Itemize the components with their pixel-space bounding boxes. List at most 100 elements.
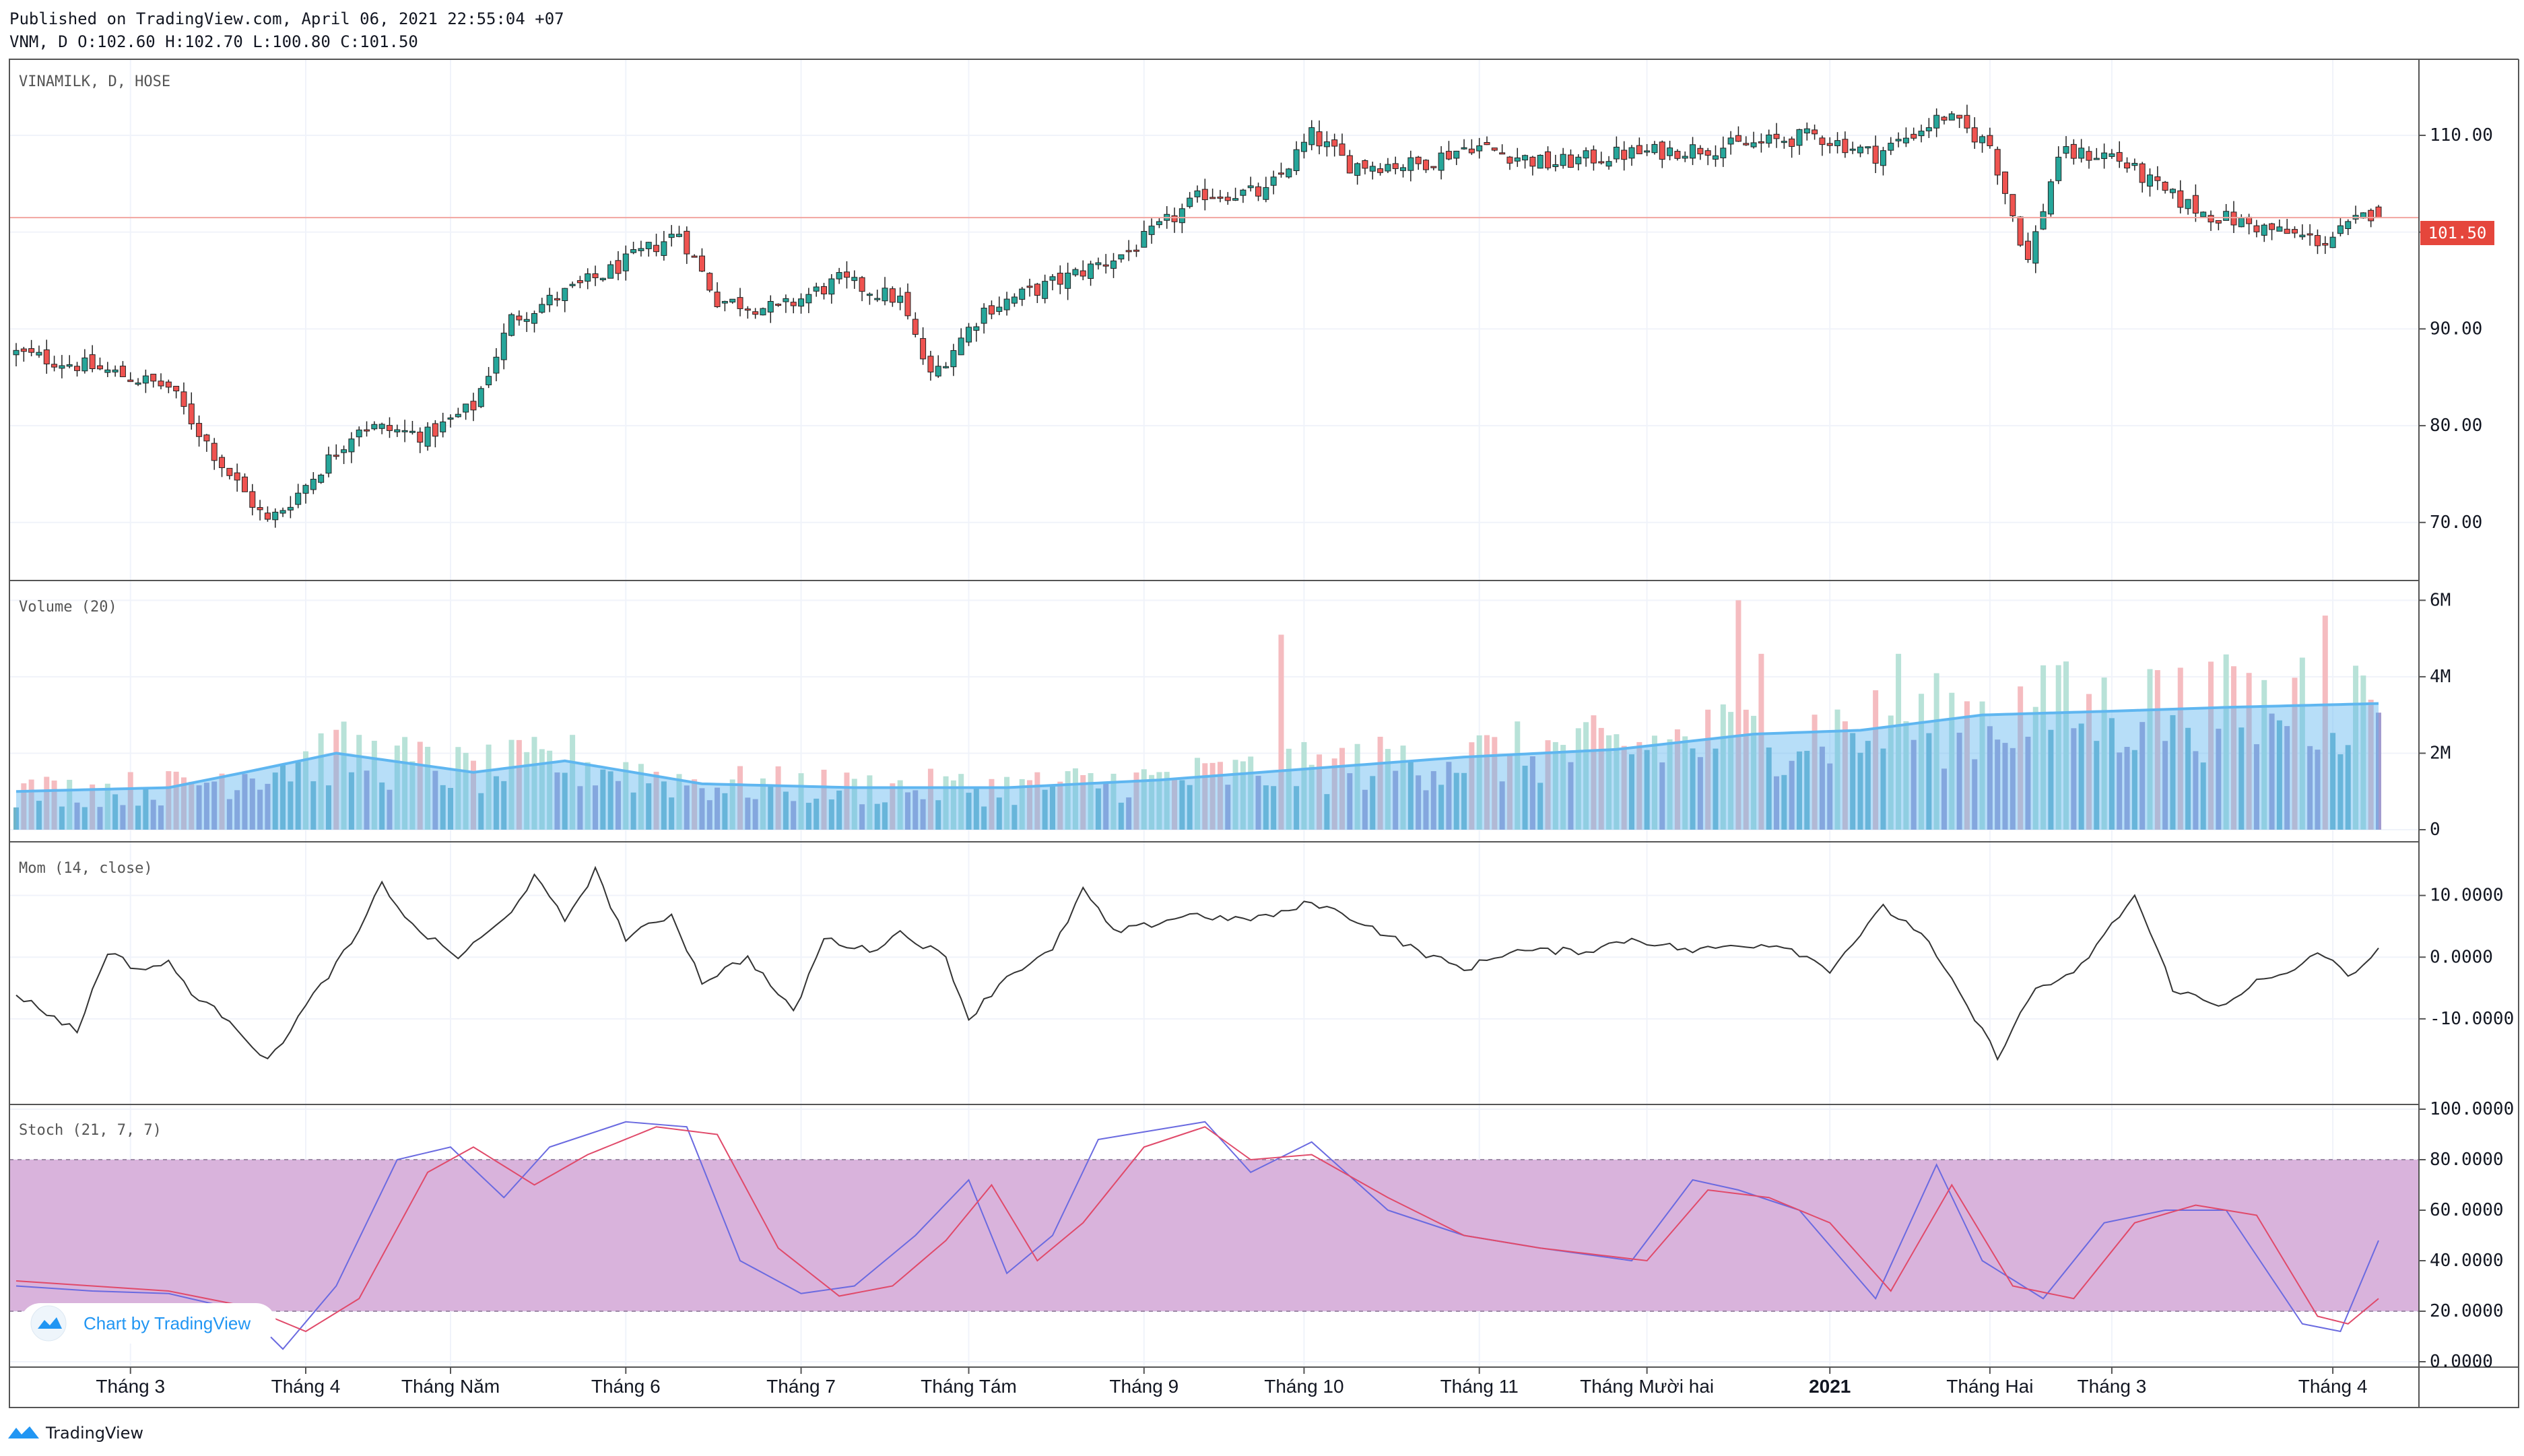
volume-bar (2185, 727, 2191, 830)
volume-bar (524, 752, 530, 830)
volume-bar (1339, 748, 1346, 830)
volume-bar (127, 772, 133, 830)
candle-body (729, 298, 736, 303)
axis-label-x: Tháng 3 (2078, 1376, 2147, 1397)
tradingview-badge[interactable]: Chart by TradingView (20, 1303, 276, 1344)
volume-bar (570, 735, 576, 830)
candle-body (493, 356, 500, 374)
candle-body (1537, 154, 1543, 169)
volume-bar (2223, 654, 2229, 830)
volume-bar (1126, 797, 1132, 830)
candle-body (1438, 152, 1444, 171)
candle-body (28, 348, 35, 353)
candle-body (2230, 211, 2237, 226)
axis-label-y: -10.0000 (2430, 1009, 2514, 1029)
volume-bar (1781, 774, 1787, 830)
candle-body (51, 364, 58, 368)
volume-bar (196, 785, 202, 830)
volume-bar (180, 777, 187, 830)
volume-bar (516, 739, 522, 830)
momentum-line (15, 865, 2379, 1061)
volume-bar (1743, 709, 1749, 830)
candle-body (950, 350, 957, 368)
candle-body (1690, 144, 1696, 159)
volume-bar (1941, 768, 1947, 830)
volume-bar (371, 740, 377, 830)
volume-bar (13, 807, 19, 830)
volume-bar (1469, 742, 1475, 830)
volume-bar (1103, 783, 1109, 830)
volume-bar (1583, 722, 1589, 830)
volume-bar (607, 771, 613, 830)
volume-bar (2269, 713, 2275, 830)
candle-body (1514, 157, 1521, 162)
volume-bar (402, 737, 408, 830)
volume-bar (356, 735, 362, 830)
axis-label-x: Tháng 11 (1440, 1376, 1519, 1397)
candle-body (645, 242, 652, 249)
volume-bar (630, 792, 636, 830)
volume-bar (1407, 762, 1414, 830)
candle-body (1171, 215, 1178, 222)
axis-label-x: Tháng 9 (1109, 1376, 1178, 1397)
volume-bar (867, 775, 873, 830)
volume-bar (1964, 701, 1970, 830)
volume-bar (417, 741, 423, 830)
volume-bar (1728, 712, 1734, 830)
volume-bar (897, 780, 903, 830)
footer-brand[interactable]: TradingView (7, 1424, 143, 1443)
volume-bar (1972, 759, 1978, 830)
volume-bar (2108, 718, 2115, 830)
candle-body (1042, 281, 1049, 299)
volume-bar (882, 802, 888, 830)
volume-bar (851, 779, 857, 830)
candle-body (234, 472, 240, 481)
volume-bar (1545, 740, 1551, 830)
volume-bar (295, 762, 301, 830)
candle-body (981, 307, 987, 324)
tradingview-cloud-icon (38, 1317, 62, 1329)
candle-body (1750, 142, 1757, 147)
candle-body (295, 492, 302, 505)
volume-bar (249, 778, 255, 830)
candle-body (1156, 221, 1162, 226)
candle-body (2177, 190, 2184, 208)
candle-body (2024, 240, 2031, 260)
volume-bar (1705, 709, 1711, 830)
candle-body (59, 365, 65, 369)
volume-bar (1004, 776, 1010, 830)
volume-bar (1400, 746, 1406, 830)
candle-body (447, 418, 454, 420)
pane-frames (9, 59, 2519, 1408)
candle-body (409, 430, 416, 433)
volume-bar (2330, 733, 2336, 830)
volume-bar (2002, 743, 2008, 830)
candle-body (1003, 298, 1010, 310)
stoch-band-fill (9, 1160, 2419, 1311)
volume-bar (97, 807, 103, 830)
candle-body (653, 244, 660, 253)
candle-body (1743, 143, 1750, 145)
volume-bar (981, 806, 987, 830)
candle-body (523, 319, 530, 322)
volume-bar (1560, 745, 1566, 830)
volume-bar (1614, 734, 1620, 830)
candle-body (1453, 150, 1460, 159)
candle-body (2078, 147, 2085, 159)
volume-bar (669, 797, 675, 830)
volume-bar (2193, 751, 2199, 830)
volume-bar (112, 794, 119, 830)
candle-body (1812, 129, 1818, 135)
candle-body (1964, 114, 1970, 129)
volume-bar (1758, 653, 1764, 830)
volume-bar (593, 785, 599, 830)
footer-brand-label: TradingView (46, 1424, 144, 1443)
candle-body (1232, 198, 1239, 201)
volume-bar (638, 764, 644, 830)
volume-bar (2131, 750, 2137, 830)
volume-bar (1674, 729, 1680, 830)
candle-body (798, 298, 805, 307)
volume-bar (1644, 750, 1650, 830)
candle-body (1842, 139, 1849, 154)
